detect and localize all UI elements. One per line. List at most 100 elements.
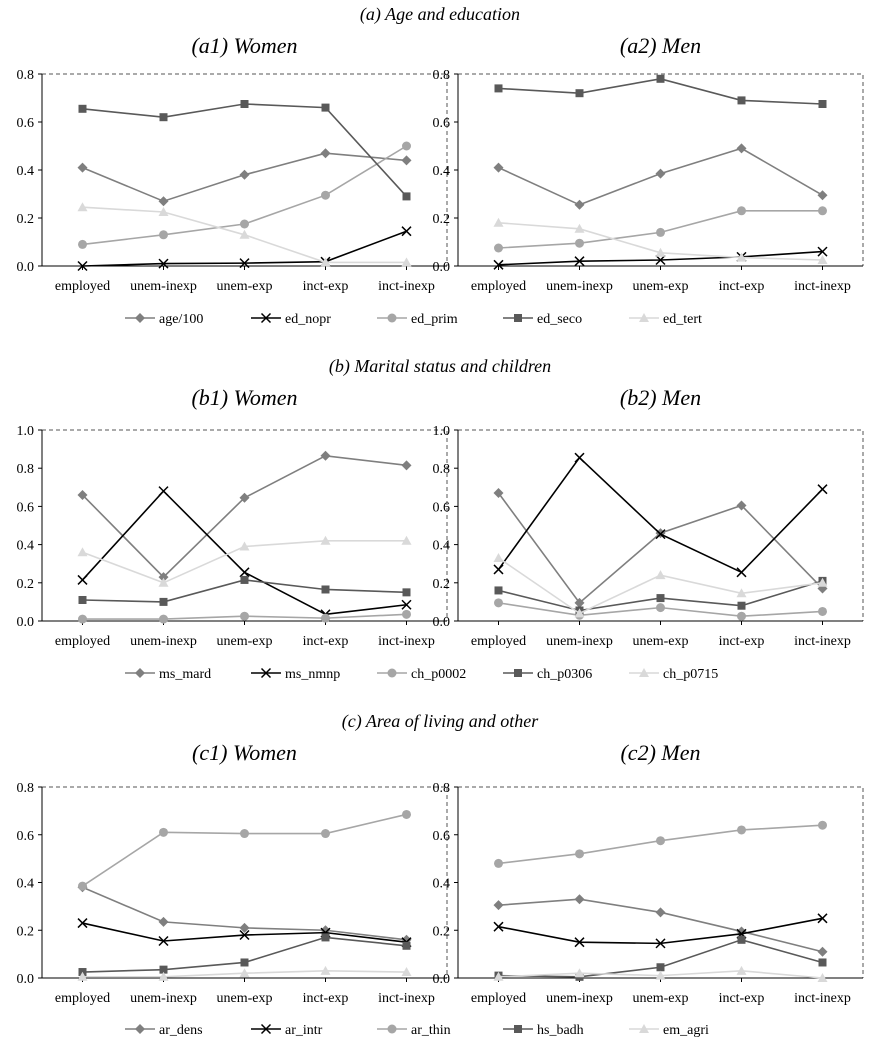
data-point — [493, 921, 504, 932]
data-point — [655, 247, 666, 257]
data-point — [655, 168, 666, 179]
y-tick-label: 0.8 — [17, 462, 35, 477]
x-tick-label: inct-inexp — [378, 991, 435, 1006]
data-point — [77, 547, 88, 557]
legend-label: ed_nopr — [285, 312, 331, 327]
y-tick-label: 0.6 — [433, 116, 451, 131]
section-title: (a) Age and education — [360, 4, 520, 25]
legend-marker — [387, 668, 397, 678]
data-point — [655, 970, 666, 980]
series-ch_p0715 — [77, 535, 412, 587]
x-tick-label: unem-exp — [217, 279, 273, 294]
section-title: (c) Area of living and other — [342, 711, 539, 732]
data-point — [575, 238, 584, 248]
panel-title: (b1) Women — [191, 385, 297, 410]
data-point — [818, 606, 827, 616]
data-point — [655, 907, 666, 918]
data-point — [239, 929, 250, 941]
data-point — [575, 89, 584, 98]
x-tick-label: employed — [55, 634, 110, 649]
data-point — [401, 535, 412, 545]
data-point — [77, 162, 88, 173]
data-point — [158, 935, 169, 947]
panel-title: (c1) Women — [192, 740, 297, 765]
data-point — [818, 206, 827, 216]
y-tick-label: 0.4 — [433, 539, 451, 554]
data-point — [401, 226, 412, 237]
legend-marker — [639, 668, 649, 677]
series-line — [82, 103, 408, 197]
data-point — [321, 190, 330, 200]
chart-panel-b2: (b2) Men 0.0 0.2 0.4 0.6 0.8 1.0 employed unem-i… — [433, 385, 864, 649]
data-point — [656, 227, 665, 237]
data-point — [817, 246, 828, 257]
data-point — [817, 577, 828, 587]
x-tick-label: unem-exp — [633, 279, 689, 294]
data-point — [818, 100, 827, 108]
x-tick-label: inct-inexp — [378, 279, 435, 294]
data-point — [401, 460, 412, 471]
legend-label: age/100 — [159, 312, 203, 327]
legend-marker — [260, 1023, 272, 1035]
series-ms_mard — [77, 450, 412, 583]
x-tick-label: unem-inexp — [546, 991, 613, 1006]
legend-label: em_agri — [663, 1023, 709, 1038]
data-point — [817, 484, 828, 495]
series-em_agri — [77, 965, 412, 981]
data-point — [656, 603, 665, 613]
data-point — [158, 577, 169, 587]
legend-marker — [514, 1025, 522, 1033]
y-tick-label: 0.0 — [433, 972, 451, 987]
legend-marker — [260, 667, 272, 679]
data-point — [77, 971, 88, 981]
data-point — [401, 599, 412, 610]
series-ed_prim — [78, 141, 411, 249]
x-tick-label: unem-inexp — [130, 991, 197, 1006]
data-point — [402, 941, 411, 950]
legend-marker — [514, 669, 522, 677]
chart-panel-a1: (a1) Women 0.0 0.2 0.4 0.6 0.8 employed unem-in… — [17, 33, 448, 294]
legend-label: ms_nmnp — [285, 667, 340, 682]
data-point — [239, 492, 250, 503]
y-tick-label: 0.6 — [17, 500, 35, 515]
data-point — [737, 206, 746, 216]
y-tick-label: 0.0 — [17, 972, 35, 987]
legend-label: ed_tert — [663, 312, 702, 327]
data-point — [321, 829, 330, 839]
panel-title: (a2) Men — [620, 33, 701, 58]
data-point — [158, 258, 169, 269]
data-point — [240, 958, 249, 967]
data-point — [77, 918, 88, 929]
legend-marker — [387, 1024, 397, 1034]
data-point — [574, 894, 585, 905]
data-point — [159, 827, 168, 837]
series-ch_p0715 — [493, 552, 828, 618]
series-ed_prim — [494, 206, 827, 253]
y-tick-label: 0.2 — [17, 924, 35, 939]
data-point — [402, 192, 411, 201]
section-title: (b) Marital status and children — [329, 356, 551, 377]
plot-frame — [458, 73, 864, 266]
y-tick-label: 0.4 — [433, 164, 451, 179]
legend-label: ch_p0306 — [537, 667, 592, 682]
data-point — [78, 614, 87, 624]
series-ms_nmnp — [77, 486, 412, 620]
data-point — [655, 570, 666, 580]
x-tick-label: unem-inexp — [546, 634, 613, 649]
legend-marker — [135, 313, 145, 323]
series-ar_thin — [78, 809, 411, 891]
legend-marker — [135, 668, 145, 678]
series-ch_p0002 — [78, 609, 411, 624]
data-point — [655, 254, 666, 266]
chart-panel-a2: (a2) Men 0.0 0.2 0.4 0.6 0.8 employed unem-inex… — [433, 33, 864, 294]
series-ed_tert — [493, 217, 828, 264]
y-tick-label: 0.0 — [17, 260, 35, 275]
series-em_agri — [493, 965, 828, 982]
data-point — [240, 219, 249, 229]
legend-marker — [639, 313, 649, 322]
data-point — [158, 486, 169, 497]
x-tick-label: inct-exp — [303, 991, 349, 1006]
legend-marker — [260, 312, 272, 324]
data-point — [737, 601, 746, 610]
data-point — [77, 260, 88, 272]
